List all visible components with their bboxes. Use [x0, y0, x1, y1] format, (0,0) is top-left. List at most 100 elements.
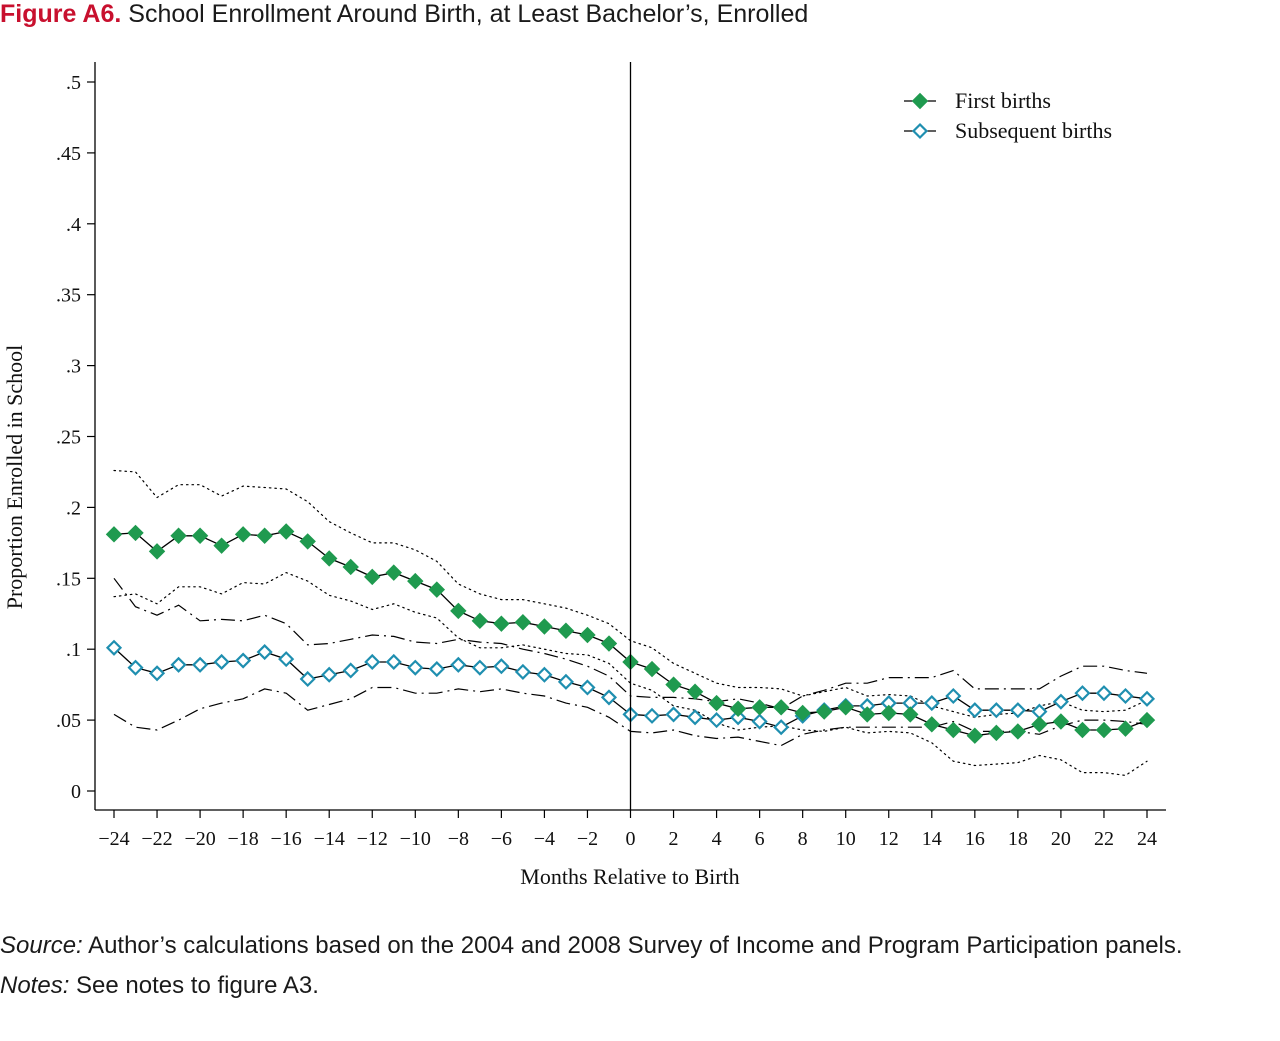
subsequent-births-point	[450, 656, 467, 673]
first-births-point	[1031, 716, 1048, 733]
subsequent-births-point	[945, 687, 962, 705]
x-tick-label: −8	[448, 828, 469, 850]
x-tick-label: −4	[534, 828, 555, 850]
subsequent-births-point	[342, 662, 359, 679]
first-births-point	[105, 526, 123, 543]
y-tick-label: .2	[66, 497, 81, 519]
subsequent-births-point	[299, 670, 316, 688]
subsequent-births-point	[170, 656, 187, 673]
y-tick-label: .1	[66, 639, 81, 661]
subsequent-births-point	[256, 643, 273, 661]
subsequent-births-point	[514, 663, 531, 680]
subsequent-births-point	[385, 653, 402, 671]
subsequent-births-point	[687, 709, 704, 726]
axes: 0.05.1.15.2.25.3.35.4.45.5−24 −22 −20 −18 −1…	[56, 62, 1166, 850]
first-births-point	[407, 572, 424, 590]
first-births-point	[170, 527, 187, 544]
first-births-point	[579, 626, 596, 644]
x-tick-label: 16	[965, 828, 985, 850]
figure-title-text: School Enrollment Around Birth, at Least…	[128, 0, 809, 28]
first-births-point	[1074, 721, 1091, 739]
notes-label: Notes:	[0, 972, 70, 999]
subsequent-births-point	[1095, 685, 1113, 702]
first-births-point	[256, 527, 273, 544]
subsequent-births-point	[1138, 690, 1156, 707]
first-births-point	[234, 526, 252, 543]
x-tick-label: 6	[755, 828, 765, 850]
first-births-point	[902, 706, 919, 723]
first-births-point	[665, 676, 682, 693]
x-tick-label: 14	[922, 828, 942, 850]
first-births-point	[1009, 723, 1027, 740]
subsequent-births-point	[536, 666, 553, 683]
legend-subsequent-marker	[911, 122, 929, 140]
first-births-point	[364, 568, 381, 586]
x-tick-label: −6	[491, 828, 512, 850]
y-tick-label: .25	[56, 427, 81, 449]
y-tick-label: .15	[56, 568, 81, 590]
first-births-point	[557, 622, 575, 639]
subsequent-births-point	[148, 665, 166, 682]
first-births-point	[686, 683, 704, 700]
first-births-point	[493, 615, 510, 632]
source-label: Source:	[0, 932, 83, 959]
first-births-point	[837, 699, 854, 716]
first-births-point	[127, 524, 144, 542]
first-births-point	[148, 543, 166, 560]
subsequent-births-point	[730, 709, 747, 726]
subsequent-births-point	[557, 673, 574, 690]
first-births-point	[772, 699, 790, 716]
x-tick-label: −16	[271, 828, 302, 850]
subsequent-births-point	[773, 719, 790, 736]
first-births-point	[514, 614, 532, 631]
first-births-point	[751, 699, 768, 716]
first-births-lower-ci	[113, 571, 1148, 777]
subsequent-births-point	[105, 639, 123, 656]
legend-first-label: First births	[955, 88, 1051, 113]
subsequent-births-point	[923, 695, 940, 712]
x-tick-label: 24	[1137, 828, 1157, 850]
y-tick-label: .05	[56, 710, 81, 732]
subsequent-births-point	[407, 659, 424, 676]
subsequent-births-point	[665, 706, 682, 723]
first-births-point	[1052, 713, 1070, 730]
y-tick-label: 0	[71, 781, 81, 803]
first-births-point	[880, 704, 897, 722]
x-tick-label: −12	[357, 828, 388, 850]
series-lines	[105, 523, 1156, 744]
x-tick-label: 2	[669, 828, 679, 850]
subsequent-births-point	[321, 666, 338, 683]
x-axis-label: Months Relative to Birth	[520, 864, 739, 889]
subsequent-births-point	[235, 652, 252, 669]
legend-first-marker	[911, 92, 929, 110]
y-tick-label: .5	[66, 72, 81, 94]
first-births-point	[600, 635, 618, 652]
first-births-point	[966, 727, 984, 744]
subsequent-births-point	[600, 689, 618, 706]
x-tick-label: 12	[879, 828, 899, 850]
first-births-point	[1117, 720, 1134, 737]
first-births-point	[385, 564, 402, 581]
x-tick-label: 22	[1094, 828, 1114, 850]
first-births-point	[471, 612, 489, 630]
subsequent-births-point	[1052, 693, 1069, 710]
source-note: Source: Author’s calculations based on t…	[0, 926, 1280, 966]
first-births-point	[923, 716, 940, 733]
y-tick-label: .45	[56, 143, 81, 165]
first-births-point	[643, 660, 661, 678]
subsequent-births-point	[364, 653, 381, 671]
figure-title: Figure A6. School Enrollment Around Birt…	[0, 0, 808, 28]
legend: First births Subsequent births	[904, 88, 1112, 143]
first-births-point	[277, 523, 295, 540]
x-tick-label: −18	[227, 828, 258, 850]
subsequent-births-point	[751, 713, 768, 730]
x-tick-label: −2	[577, 828, 598, 850]
subsequent-births-point	[1074, 685, 1091, 702]
subsequent-births-point	[1117, 687, 1134, 705]
y-axis-label: Proportion Enrolled in School	[2, 345, 27, 610]
first-births-point	[1138, 711, 1156, 729]
x-tick-label: −22	[141, 828, 172, 850]
first-births-point	[321, 550, 338, 567]
x-tick-label: −20	[184, 828, 215, 850]
subsequent-births-point	[579, 679, 596, 696]
